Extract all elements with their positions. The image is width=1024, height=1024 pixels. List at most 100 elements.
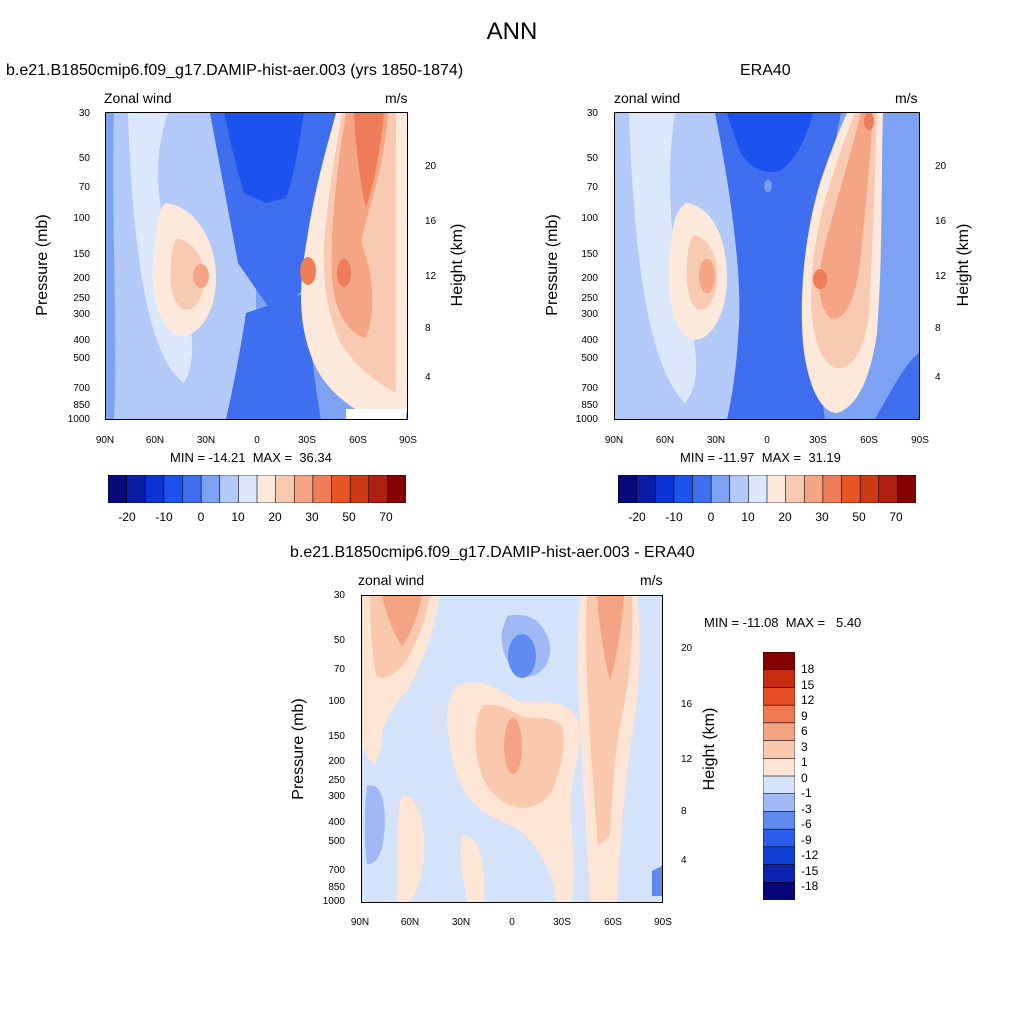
- contour-band: [819, 113, 873, 319]
- x-tick-label: 0: [509, 917, 515, 928]
- contour-band: [727, 113, 813, 173]
- x-tick-label: 60S: [860, 435, 878, 446]
- colorbar-label: 10: [231, 510, 245, 524]
- colorbar-label: 3: [801, 740, 808, 754]
- page-title: ANN: [486, 18, 538, 45]
- colorbar-swatch: [144, 475, 165, 503]
- contour-svg: [362, 596, 662, 902]
- panel-title: ERA40: [740, 62, 791, 79]
- contour-band: [813, 269, 827, 289]
- y-axis-title: Pressure (mb): [34, 214, 51, 316]
- colorbar-swatch: [763, 828, 795, 848]
- colorbar-swatch: [163, 475, 184, 503]
- x-tick-label: 90N: [95, 435, 115, 446]
- contour-band: [764, 180, 772, 192]
- colorbar-swatch: [763, 811, 795, 830]
- contour-band: [460, 835, 485, 902]
- x-tick-label: 30N: [451, 917, 471, 928]
- colorbar-swatch: [238, 475, 258, 503]
- colorbar-swatch: [618, 475, 638, 503]
- colorbar-label: -9: [801, 833, 812, 847]
- y-tick-label: 250: [581, 293, 598, 304]
- y-tick-label: 30: [78, 108, 90, 119]
- y-tick-label: 200: [328, 756, 345, 767]
- colorbar-label: 30: [815, 510, 829, 524]
- colorbar-swatch: [763, 864, 795, 883]
- y-tick-label: 850: [73, 400, 90, 411]
- contour-band: [629, 113, 697, 403]
- y-tick-label: 200: [73, 273, 90, 284]
- y-tick-label: 400: [581, 335, 598, 346]
- contour-plot: [361, 595, 663, 903]
- y2-axis-title: Height (km): [701, 707, 718, 791]
- colorbar-label: -10: [665, 510, 683, 524]
- x-tick-label: 30N: [706, 435, 726, 446]
- panel-units-label: m/s: [640, 572, 663, 588]
- y2-tick-label: 16: [935, 216, 947, 227]
- colorbar-label: -3: [801, 802, 812, 816]
- y-tick-label: 500: [581, 353, 598, 364]
- x-tick-label: 60N: [655, 435, 675, 446]
- y-tick-label: 1000: [575, 414, 598, 425]
- contour-svg: [615, 113, 919, 419]
- contour-plot: [105, 112, 408, 420]
- colorbar-swatch: [387, 475, 406, 503]
- colorbar-swatch: [763, 687, 795, 706]
- colorbar-swatch: [763, 775, 795, 795]
- y-tick-label: 150: [328, 731, 345, 742]
- x-tick-label: 60N: [400, 917, 420, 928]
- y-tick-label: 50: [78, 153, 90, 164]
- colorbar-swatch: [200, 475, 221, 503]
- colorbar-swatch: [331, 475, 351, 503]
- y2-tick-label: 8: [681, 806, 687, 817]
- y2-axis-title: Height (km): [449, 223, 466, 307]
- colorbar-svg: [763, 652, 795, 900]
- x-tick-label: 90N: [350, 917, 370, 928]
- colorbar-swatch: [763, 704, 795, 724]
- contour-band: [652, 866, 662, 896]
- contour-band: [597, 596, 624, 681]
- x-tick-label: 30S: [553, 917, 571, 928]
- colorbar-label: -1: [801, 786, 812, 800]
- y-tick-label: 300: [581, 309, 598, 320]
- colorbar-label: 30: [305, 510, 319, 524]
- colorbar-swatch: [803, 475, 824, 503]
- y-tick-label: 700: [328, 865, 345, 876]
- colorbar-swatch: [841, 475, 861, 503]
- min-max-label: MIN = -11.08 MAX = 5.40: [704, 615, 862, 630]
- y2-tick-label: 12: [425, 271, 437, 282]
- colorbar-swatch: [673, 475, 694, 503]
- colorbar-label: 70: [889, 510, 903, 524]
- colorbar-swatch: [256, 475, 277, 503]
- panel-left-label: zonal wind: [614, 90, 681, 106]
- colorbar-swatch: [763, 757, 795, 777]
- y-tick-label: 500: [73, 353, 90, 364]
- y-tick-label: 250: [73, 293, 90, 304]
- x-tick-label: 30S: [809, 435, 827, 446]
- colorbar-label: -12: [801, 848, 819, 862]
- colorbar-swatch: [763, 652, 795, 671]
- x-tick-label: 60S: [349, 435, 367, 446]
- y-tick-label: 200: [581, 273, 598, 284]
- y-tick-label: 150: [581, 249, 598, 260]
- colorbar-swatch: [293, 475, 314, 503]
- y-tick-label: 250: [328, 775, 345, 786]
- colorbar-label: 1: [801, 755, 808, 769]
- contour-band: [864, 113, 874, 130]
- y-tick-label: 500: [328, 836, 345, 847]
- missing-data-mask: [346, 409, 406, 419]
- colorbar-label: -20: [118, 510, 136, 524]
- y-tick-label: 70: [333, 664, 345, 675]
- y-tick-label: 700: [73, 383, 90, 394]
- y-tick-label: 100: [73, 213, 90, 224]
- colorbar-label: -18: [801, 879, 819, 893]
- colorbar-label: 15: [801, 678, 815, 692]
- contour-band: [337, 259, 351, 287]
- panel-left-label: Zonal wind: [104, 90, 172, 106]
- colorbar-swatch: [636, 475, 656, 503]
- colorbar-label: 0: [707, 510, 715, 524]
- colorbar-swatch: [312, 475, 333, 503]
- y-tick-label: 30: [333, 590, 345, 601]
- colorbar-swatch: [822, 475, 843, 503]
- y2-tick-label: 16: [425, 216, 437, 227]
